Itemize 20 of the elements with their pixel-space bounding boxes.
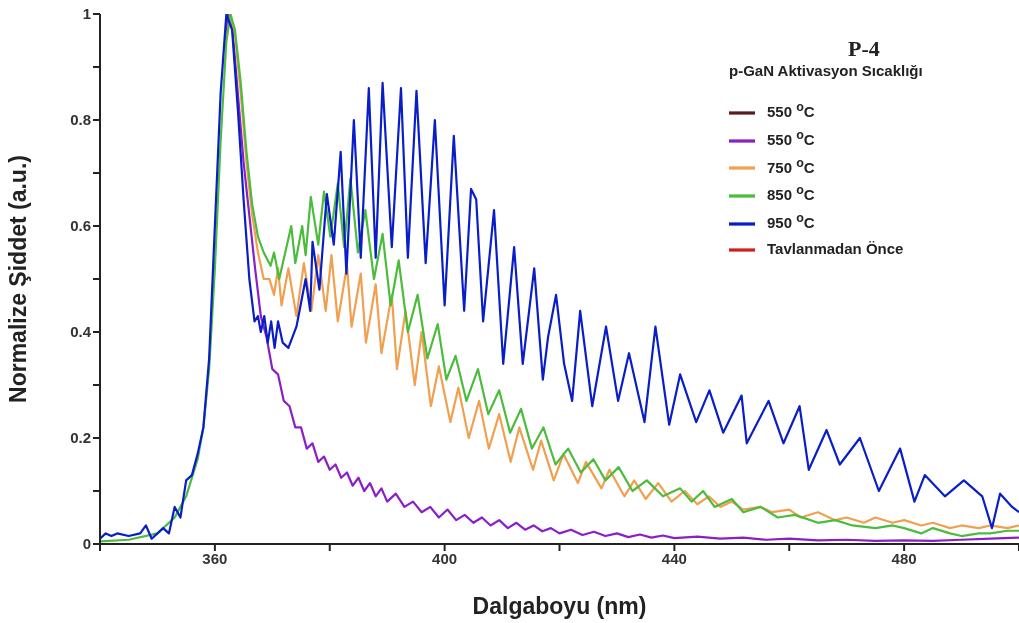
x-axis-title: Dalgaboyu (nm) bbox=[472, 593, 647, 619]
legend-title: p-GaN Aktivasyon Sıcaklığı bbox=[729, 62, 924, 79]
y-tick-label: 0.8 bbox=[70, 111, 91, 129]
x-tick-label: 480 bbox=[891, 549, 917, 567]
legend-label: 750 $^{o}$C bbox=[767, 155, 815, 176]
y-tick-label: 1 bbox=[82, 5, 91, 23]
x-tick-label: 440 bbox=[661, 549, 687, 567]
legend-label: 850 $^{o}$C bbox=[767, 183, 815, 204]
legend-label: 550 $^{o}$C bbox=[767, 100, 815, 120]
y-tick-label: 0.6 bbox=[70, 217, 91, 235]
y-tick-label: 0 bbox=[82, 535, 91, 553]
text: P-4 bbox=[847, 36, 881, 62]
legend-label: Tavlanmadan Önce bbox=[767, 240, 904, 258]
legend-label: 550 $^{o}$C bbox=[767, 127, 815, 148]
y-tick-label: 0.2 bbox=[70, 429, 91, 447]
legend-label: 950 $^{o}$C bbox=[767, 211, 815, 232]
x-tick-label: 400 bbox=[432, 549, 458, 567]
y-tick-label: 0.4 bbox=[70, 323, 92, 341]
y-axis-title: Normalize Şiddet (a.u.) bbox=[5, 155, 32, 403]
x-tick-label: 360 bbox=[202, 549, 228, 567]
